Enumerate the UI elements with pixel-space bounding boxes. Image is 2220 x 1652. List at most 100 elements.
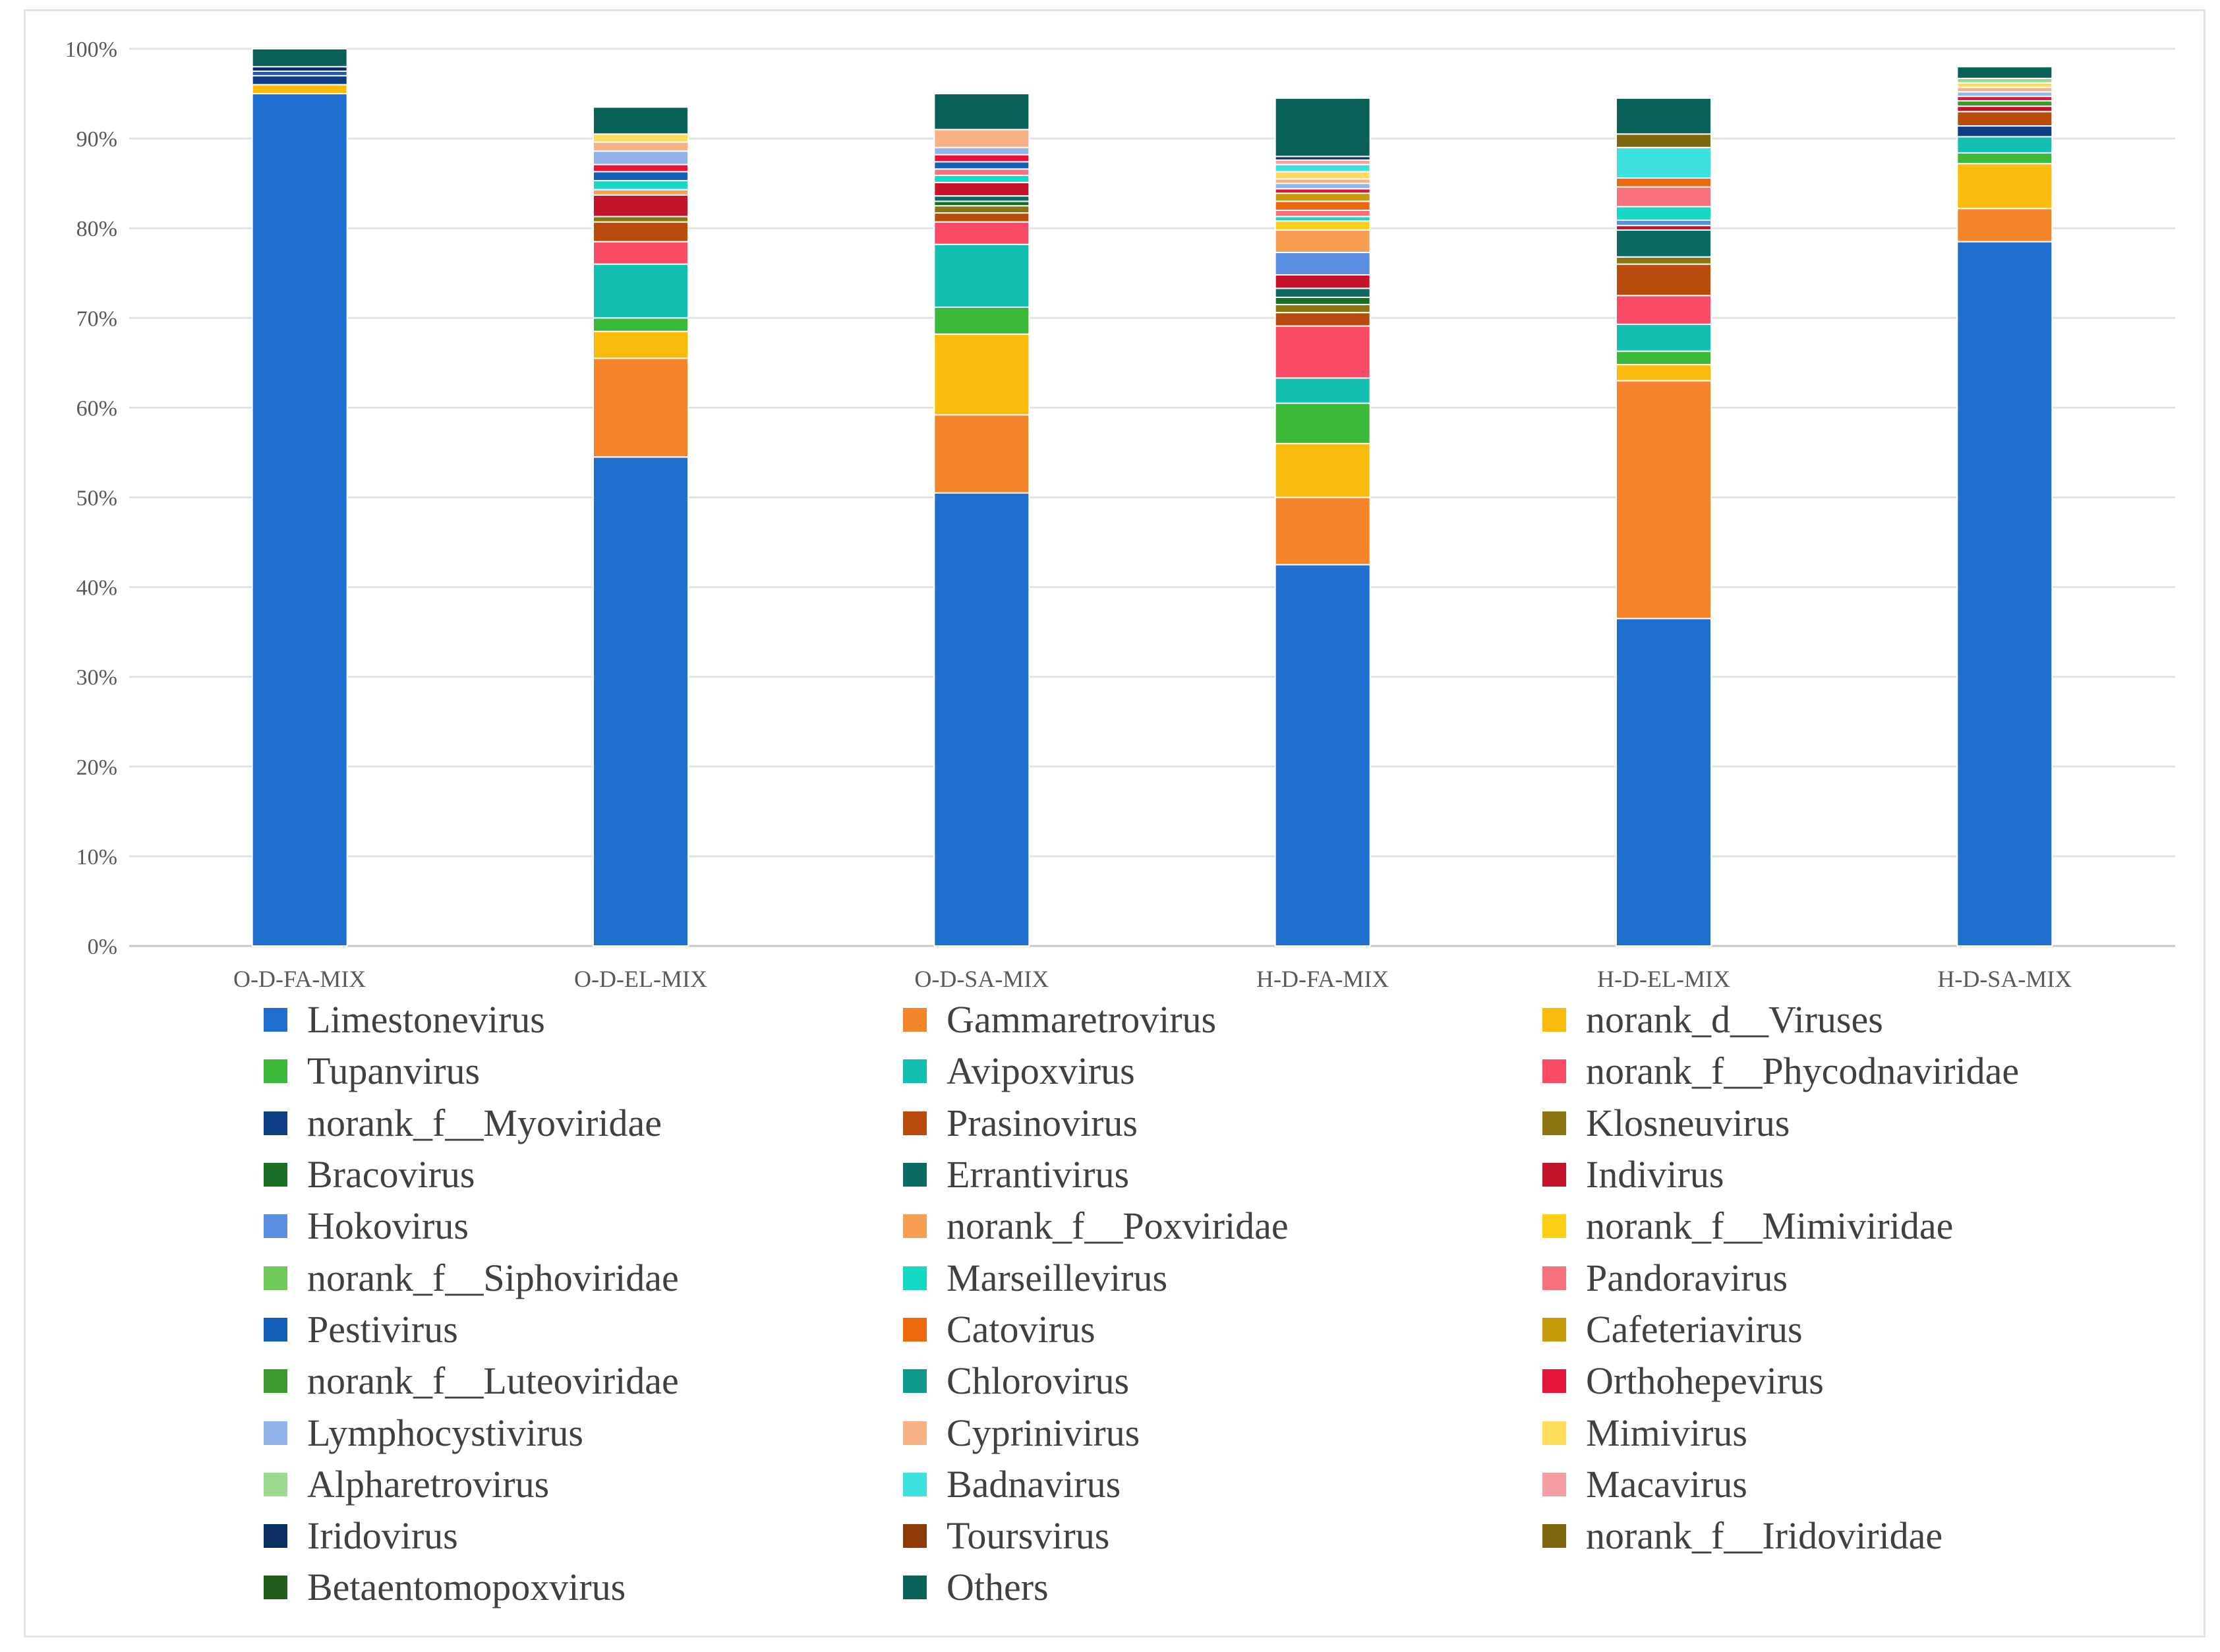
bar-segment (593, 189, 689, 196)
legend-item: norank_f__Poxviridae (903, 1200, 1542, 1252)
legend-label: Indivirus (1586, 1153, 1724, 1196)
legend-item: Pandoravirus (1542, 1252, 2175, 1303)
legend-item: Mimivirus (1542, 1407, 2175, 1458)
legend-swatch (264, 1421, 287, 1445)
x-tick-label: O-D-SA-MIX (914, 966, 1049, 992)
bar-segment (1274, 442, 1371, 498)
legend-item: norank_f__Phycodnaviridae (1542, 1046, 2175, 1097)
legend-item: Iridovirus (264, 1510, 903, 1562)
bar-segment (1274, 296, 1371, 305)
legend-item: Prasinovirus (903, 1098, 1542, 1149)
bar-segment (933, 195, 1030, 202)
bar-segment (1274, 178, 1371, 185)
bar-segment (1274, 171, 1371, 180)
legend-label: Badnavirus (947, 1462, 1121, 1506)
legend-swatch (903, 1214, 927, 1239)
bars (251, 48, 2053, 947)
bar-segment (1274, 183, 1371, 190)
legend-item: Avipoxvirus (903, 1046, 1542, 1097)
legend-item: Chlorovirus (903, 1355, 1542, 1407)
bar-segment (593, 171, 689, 182)
legend-label: Gammaretrovirus (947, 998, 1217, 1042)
legend-swatch (264, 1524, 287, 1549)
bar-segment (1616, 186, 1712, 208)
legend-label: Mimivirus (1586, 1411, 1747, 1454)
bar-segment (933, 243, 1030, 308)
gridlines (129, 47, 2175, 947)
legend-swatch (903, 1369, 927, 1394)
bar-segment (933, 154, 1030, 163)
legend-item: Indivirus (1542, 1149, 2175, 1200)
y-tick-label: 70% (76, 307, 117, 331)
bar-segment (593, 216, 689, 223)
bar-segment (251, 84, 348, 95)
bar-segment (1956, 111, 2053, 127)
legend-item: Cyprinivirus (903, 1407, 1542, 1458)
y-tick-label: 60% (76, 396, 117, 421)
bar-segment (1274, 287, 1371, 298)
bar-segment (1274, 216, 1371, 222)
legend-swatch (1542, 1524, 1566, 1549)
legend-item: Marseillevirus (903, 1252, 1542, 1303)
bar-segment (1956, 82, 2053, 88)
legend-swatch (903, 1008, 927, 1032)
bar-segment (933, 414, 1030, 494)
legend-label: Macavirus (1586, 1462, 1747, 1506)
bar-segment (1616, 323, 1712, 352)
y-tick-label: 100% (65, 38, 117, 62)
legend-swatch (903, 1576, 927, 1600)
legend-swatch (264, 1008, 287, 1032)
bar-segment (1616, 364, 1712, 382)
bar-segment (1616, 97, 1712, 135)
bar-segment (933, 333, 1030, 416)
bar-segment (593, 106, 689, 135)
bar-segment (1616, 256, 1712, 265)
bar-segment (593, 357, 689, 458)
legend-label: norank_f__Luteoviridae (307, 1359, 679, 1403)
legend-item: Badnavirus (903, 1459, 1542, 1510)
bar-segment (251, 48, 348, 68)
y-tick-label: 0% (88, 935, 117, 959)
legend-swatch (903, 1111, 927, 1135)
bar-segment (1616, 206, 1712, 221)
legend-label: norank_d__Viruses (1586, 998, 1883, 1042)
legend-item: Alpharetrovirus (264, 1459, 903, 1510)
legend-label: Klosneuvirus (1586, 1101, 1790, 1144)
legend-label: Bracovirus (307, 1153, 475, 1196)
legend-label: Orthohepevirus (1586, 1359, 1824, 1403)
bar-segment (933, 205, 1030, 214)
legend-item: norank_f__Iridoviridae (1542, 1510, 2175, 1562)
legend-item: Errantivirus (903, 1149, 1542, 1200)
bar-segment (933, 492, 1030, 947)
legend-item: Betaentomopoxvirus (264, 1562, 903, 1613)
bar-segment (1616, 229, 1712, 258)
bar-segment (1616, 177, 1712, 188)
legend-item: norank_f__Mimiviridae (1542, 1200, 2175, 1252)
bar-segment (1274, 192, 1371, 202)
legend-item: Lymphocystivirus (264, 1407, 903, 1458)
y-tick-label: 10% (76, 845, 117, 870)
legend-item: Cafeteriavirus (1542, 1304, 2175, 1355)
legend-label: Lymphocystivirus (307, 1411, 583, 1454)
bar-segment (593, 330, 689, 359)
legend-label: Tupanvirus (307, 1049, 481, 1093)
legend-label: Pestivirus (307, 1307, 458, 1351)
x-tick-label: O-D-EL-MIX (574, 966, 707, 992)
legend-swatch (1542, 1421, 1566, 1445)
bar-segment (593, 317, 689, 332)
bar-segment (1274, 402, 1371, 444)
legend-swatch (903, 1266, 927, 1290)
legend-swatch (1542, 1369, 1566, 1394)
legend-swatch (903, 1059, 927, 1084)
bar-segment (1956, 105, 2053, 113)
legend-item: Gammaretrovirus (903, 994, 1542, 1046)
legend-label: norank_f__Siphoviridae (307, 1256, 679, 1299)
x-tick-label: H-D-SA-MIX (1937, 966, 2072, 992)
legend-label: Prasinovirus (947, 1101, 1138, 1144)
legend-label: Cyprinivirus (947, 1411, 1140, 1454)
legend-label: norank_f__Phycodnaviridae (1586, 1049, 2020, 1093)
bar-segment (1274, 159, 1371, 165)
legend-swatch (903, 1472, 927, 1496)
bar-segment (593, 180, 689, 191)
bar-segment (593, 141, 689, 152)
